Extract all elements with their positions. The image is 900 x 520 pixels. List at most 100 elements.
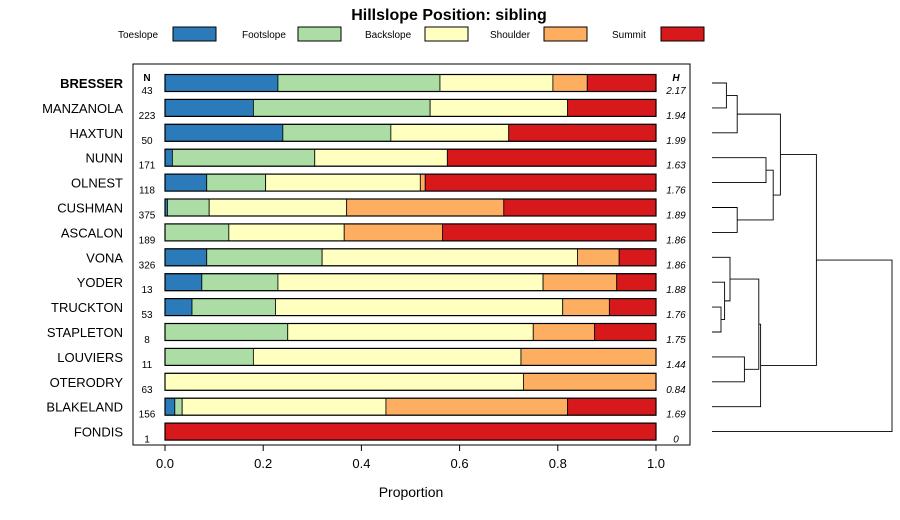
chart-title: Hillslope Position: sibling	[351, 7, 547, 24]
bar-cushman-footslope	[167, 198, 210, 217]
bar-vona-toeslope	[164, 248, 208, 267]
bar-ascalon-backslope	[228, 223, 345, 242]
h-value-haxtun: 1.99	[666, 136, 686, 147]
legend-label-backslope: Backslope	[365, 30, 412, 41]
bar-outline-truckton	[164, 298, 657, 317]
x-axis-label: Proportion	[379, 484, 444, 500]
dendrogram-branch-9	[712, 356, 745, 383]
bar-truckton-shoulder	[562, 298, 610, 317]
bar-cushman-shoulder	[346, 198, 505, 217]
bar-outline-cushman	[164, 198, 657, 217]
bar-louviers-backslope	[252, 347, 522, 366]
bar-manzanola-footslope	[252, 99, 431, 117]
row-label-olnest: OLNEST	[71, 176, 123, 191]
row-label-vona: VONA	[86, 250, 123, 265]
bar-outline-oterodry	[164, 372, 657, 391]
dendrogram-branch-8	[712, 256, 731, 302]
h-value-louviers: 1.44	[666, 360, 686, 371]
row-label-oterodry: OTERODRY	[50, 375, 124, 390]
row-labels: BRESSER MANZANOLA HAXTUN NUNN OLNEST CUSHMAN A…	[42, 76, 124, 440]
h-value-oterodry: 0.84	[666, 385, 686, 396]
n-value-bresser: 43	[141, 86, 153, 97]
legend-label-summit: Summit	[612, 30, 646, 41]
h-values: 2.17 1.94 1.99 1.63 1.76 1.89 1.86 1.86 1.88 1.76…	[665, 86, 686, 446]
row-label-ascalon: ASCALON	[61, 225, 123, 240]
bar-ascalon-summit	[442, 223, 657, 242]
legend-swatch-backslope	[424, 26, 469, 42]
bar-haxtun-backslope	[390, 123, 510, 142]
dendrogram-branch-0	[712, 82, 727, 109]
n-value-manzanola: 223	[139, 111, 156, 122]
bar-outline-louviers	[164, 347, 657, 366]
h-value-vona: 1.86	[666, 260, 686, 271]
bar-outline-nunn	[164, 148, 657, 167]
bar-blakeland-summit	[567, 397, 657, 416]
bar-blakeland-toeslope	[164, 397, 176, 416]
bar-stapleton-backslope	[287, 323, 534, 341]
bar-outline-olnest	[164, 173, 657, 192]
n-value-cushman: 375	[139, 211, 156, 222]
h-header: H	[672, 73, 680, 84]
plot-frame	[132, 63, 691, 446]
bar-nunn-toeslope	[164, 148, 173, 167]
bar-bresser-summit	[586, 74, 657, 92]
bar-cushman-backslope	[208, 198, 348, 217]
x-tick-label-3: 0.6	[451, 456, 469, 471]
bar-outline-yoder	[164, 273, 657, 292]
bar-yoder-summit	[616, 273, 657, 292]
row-label-truckton: TRUCKTON	[51, 300, 123, 315]
bar-outline-manzanola	[164, 98, 657, 118]
n-value-vona: 326	[139, 260, 156, 271]
row-label-stapleton: STAPLETON	[47, 325, 123, 340]
bar-nunn-footslope	[171, 148, 316, 167]
h-value-manzanola: 1.94	[666, 111, 686, 122]
bar-olnest-shoulder	[419, 173, 426, 192]
row-label-nunn: NUNN	[85, 151, 123, 166]
n-value-yoder: 13	[141, 285, 153, 296]
dendrogram-branch-6	[712, 306, 722, 333]
bar-outline-vona	[164, 248, 657, 267]
n-value-olnest: 118	[139, 186, 155, 197]
legend-label-toeslope: Toeslope	[118, 30, 158, 41]
bar-bresser-backslope	[439, 74, 554, 92]
bar-cushman-summit	[503, 198, 657, 217]
dendrogram	[712, 82, 893, 433]
dendrogram-branch-10	[730, 278, 760, 370]
row-label-haxtun: HAXTUN	[70, 126, 123, 141]
bar-yoder-shoulder	[542, 273, 618, 292]
bar-manzanola-backslope	[429, 99, 569, 117]
n-value-fondis: 1	[144, 435, 150, 446]
bar-manzanola-summit	[567, 99, 657, 117]
h-value-stapleton: 1.75	[666, 335, 686, 346]
bar-bresser-shoulder	[552, 74, 588, 92]
h-value-yoder: 1.88	[666, 285, 686, 296]
bar-stapleton-footslope	[164, 323, 289, 341]
bar-blakeland-shoulder	[385, 397, 569, 416]
bar-truckton-toeslope	[164, 298, 193, 317]
bar-ascalon-shoulder	[343, 223, 443, 242]
legend-swatch-shoulder	[543, 26, 588, 42]
row-label-blakeland: BLAKELAND	[46, 400, 123, 415]
bar-haxtun-footslope	[282, 123, 392, 142]
n-value-louviers: 11	[142, 360, 153, 371]
bar-olnest-summit	[424, 173, 657, 192]
row-label-manzanola: MANZANOLA	[42, 101, 123, 116]
bar-fondis-summit	[164, 422, 657, 441]
bar-louviers-shoulder	[520, 347, 657, 366]
x-axis: 0.0 0.2 0.4 0.6 0.8 1.0	[156, 445, 665, 471]
dendrogram-branch-2	[712, 157, 767, 184]
h-value-olnest: 1.76	[666, 186, 686, 197]
bar-nunn-backslope	[314, 148, 448, 167]
legend-swatch-footslope	[297, 26, 342, 42]
bar-yoder-toeslope	[164, 273, 203, 292]
bar-yoder-footslope	[201, 273, 279, 292]
h-value-truckton: 1.76	[666, 310, 686, 321]
h-value-cushman: 1.89	[666, 211, 686, 222]
dendrogram-branch-1	[712, 94, 738, 134]
legend-label-shoulder: Shoulder	[490, 30, 531, 41]
bar-oterodry-shoulder	[523, 372, 657, 391]
row-label-fondis: FONDIS	[74, 425, 123, 440]
x-tick-label-4: 0.8	[549, 456, 567, 471]
bar-outline-fondis	[164, 422, 657, 441]
